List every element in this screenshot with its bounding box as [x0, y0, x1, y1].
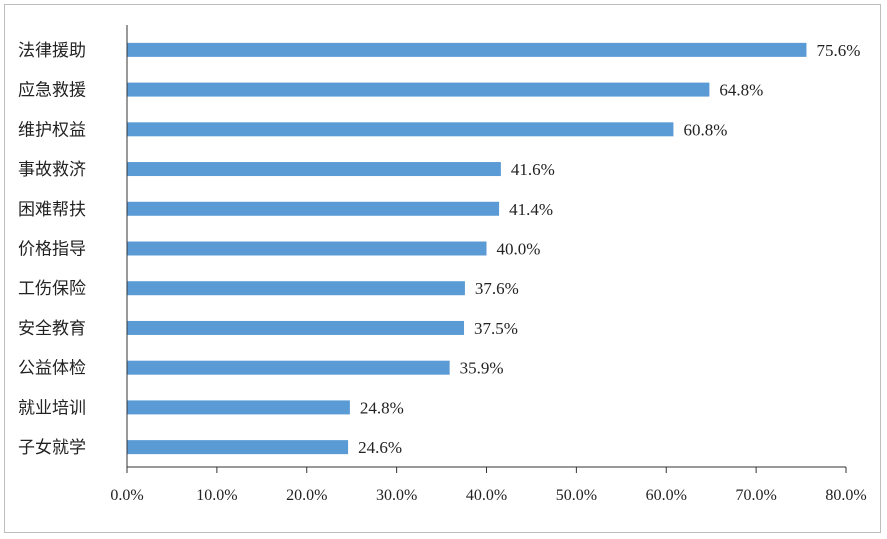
x-tick-label-1: 0.0% [110, 487, 143, 504]
value-label-4: 41.6% [511, 160, 555, 179]
bar-9 [127, 360, 450, 375]
x-tick-label-5: 40.0% [466, 487, 507, 504]
bar-7 [127, 281, 465, 296]
category-label-11: 子女就学 [18, 438, 86, 458]
x-tick-label-2: 10.0% [196, 487, 237, 504]
category-label-8: 安全教育 [18, 319, 86, 339]
value-label-10: 24.8% [360, 398, 404, 417]
bar-3 [127, 122, 674, 137]
bar-6 [127, 241, 487, 256]
value-label-7: 37.6% [475, 279, 519, 298]
bar-11 [127, 440, 349, 455]
value-label-2: 64.8% [719, 81, 763, 100]
value-label-11: 24.6% [358, 438, 402, 457]
category-label-5: 困难帮扶 [18, 200, 86, 220]
category-label-2: 应急救援 [18, 81, 86, 101]
value-label-5: 41.4% [509, 200, 553, 219]
bar-1 [127, 42, 807, 57]
value-label-9: 35.9% [460, 359, 504, 378]
bar-10 [127, 400, 350, 415]
value-label-8: 37.5% [474, 319, 518, 338]
value-label-6: 40.0% [497, 240, 541, 259]
bar-4 [127, 162, 501, 177]
x-tick-label-9: 80.0% [825, 487, 866, 504]
x-tick-label-8: 70.0% [735, 487, 776, 504]
x-tick-label-6: 50.0% [556, 487, 597, 504]
category-label-7: 工伤保险 [18, 279, 86, 299]
value-label-1: 75.6% [816, 41, 860, 60]
category-label-6: 价格指导 [18, 240, 86, 260]
bar-2 [127, 82, 710, 97]
category-label-9: 公益体检 [18, 359, 86, 379]
bar-8 [127, 320, 465, 335]
bar-5 [127, 201, 500, 216]
category-label-1: 法律援助 [18, 41, 86, 61]
category-label-3: 维护权益 [18, 120, 86, 140]
x-tick-label-4: 30.0% [376, 487, 417, 504]
x-tick-label-3: 20.0% [286, 487, 327, 504]
x-tick-label-7: 60.0% [646, 487, 687, 504]
value-label-3: 60.8% [683, 120, 727, 139]
category-label-4: 事故救济 [18, 160, 86, 180]
category-label-10: 就业培训 [18, 398, 86, 418]
